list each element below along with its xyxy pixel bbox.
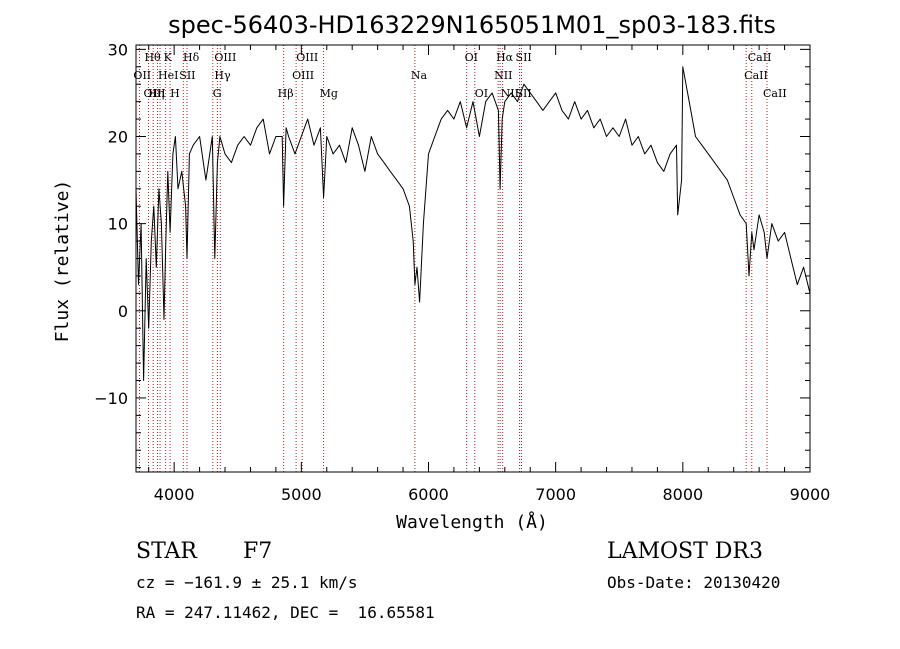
y-axis-label: Flux (relative) <box>52 180 73 343</box>
line-label-8542: CaII <box>748 51 772 64</box>
line-label-3889: HeI <box>158 69 178 82</box>
redshift-text: cz = −161.9 ± 25.1 km/s <box>136 573 358 592</box>
y-tick-label-0: 0 <box>118 302 128 321</box>
y-tick-label-20: 20 <box>108 128 128 147</box>
axis-ticks: 4000 5000 6000 7000 8000 9000 −10 0 10 20 30 <box>94 40 830 504</box>
line-label-4101: Hδ <box>183 51 200 64</box>
line-label-4072: SII <box>179 69 195 82</box>
line-label-3835: Hη <box>148 87 164 100</box>
y-tick-label-30: 30 <box>108 40 128 59</box>
line-label-4363: OIII <box>214 51 236 64</box>
line-label-3968: H <box>170 87 180 100</box>
coordinates-text: RA = 247.11462, DEC = 16.65581 <box>136 603 435 622</box>
y-tick-label-10: 10 <box>108 215 128 234</box>
line-label-3933: K <box>164 51 173 64</box>
y-tick-label--10: −10 <box>94 389 128 408</box>
x-tick-label-7000: 7000 <box>535 485 576 504</box>
x-tick-label-4000: 4000 <box>154 485 195 504</box>
object-class: STAR <box>136 539 197 564</box>
spectrum-series <box>135 66 811 381</box>
chart-title: spec-56403-HD163229N165051M01_sp03-183.f… <box>168 11 776 39</box>
x-tick-label-6000: 6000 <box>408 485 449 504</box>
obs-date: Obs-Date: 20130420 <box>607 573 781 592</box>
line-label-5007: OIII <box>296 51 318 64</box>
line-label-6731: SII <box>515 87 531 100</box>
line-label-4861: Hβ <box>278 87 294 100</box>
line-label-6548: NII <box>494 69 512 82</box>
x-axis-label: Wavelength (Å) <box>396 511 548 533</box>
line-label-6563: Hα <box>496 51 514 64</box>
x-tick-label-9000: 9000 <box>790 485 831 504</box>
line-label-6716: SII <box>516 51 532 64</box>
line-label-3869: OIII <box>143 87 165 100</box>
line-label-6364: OI <box>475 87 488 100</box>
object-subclass: F7 <box>243 539 273 564</box>
line-label-8498: CaII <box>744 69 768 82</box>
x-tick-label-5000: 5000 <box>281 485 322 504</box>
emission-line-labels: OIIHθHηOIIIHeIKHSIIHδGHγOIIIHβOIIIOIIIMg… <box>133 51 786 100</box>
line-label-4304: G <box>213 87 222 100</box>
survey-name: LAMOST DR3 <box>607 539 763 564</box>
line-label-5175: Mg <box>320 87 338 100</box>
line-label-8662: CaII <box>763 87 787 100</box>
line-label-6300: OI <box>465 51 478 64</box>
line-label-4340: Hγ <box>214 69 231 82</box>
line-label-4959: OIII <box>292 69 314 82</box>
line-label-5893: Na <box>411 69 428 82</box>
plot-frame <box>135 44 811 473</box>
emission-line-markers <box>138 45 768 472</box>
x-tick-label-8000: 8000 <box>662 485 703 504</box>
line-label-3727: OII <box>133 69 151 82</box>
line-label-3798: Hθ <box>144 51 161 64</box>
series-line-flux <box>135 66 811 381</box>
